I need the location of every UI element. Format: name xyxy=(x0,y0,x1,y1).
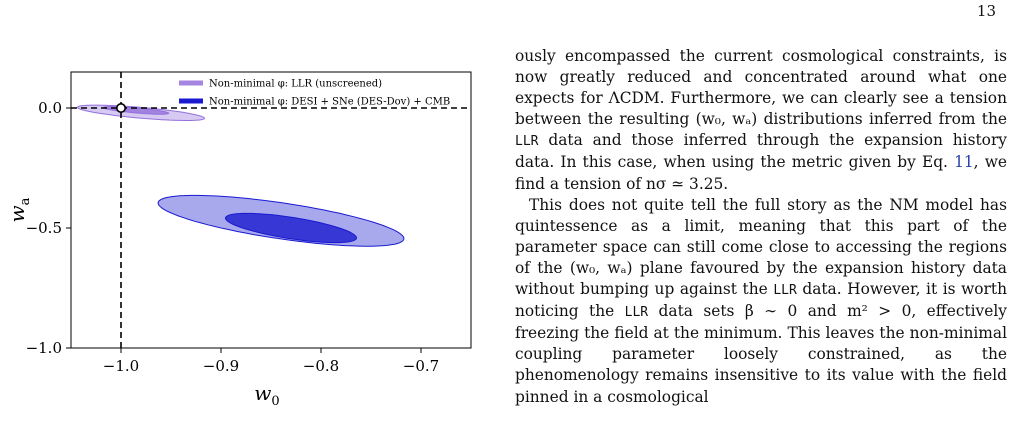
contour-plot: −1.0 −0.9 −0.8 −0.7 0.0 −0.5 −1.0 w0 wa Non-minim… xyxy=(5,71,472,409)
y-tick-label: 0.0 xyxy=(38,99,62,117)
legend-label-1: Non-minimal φ: LLR (unscreened) xyxy=(209,79,382,90)
x-tick-label: −1.0 xyxy=(103,357,139,375)
x-axis-label: w0 xyxy=(254,381,279,409)
contour-series-2-1sigma xyxy=(225,212,357,244)
paragraph-2: This does not quite tell the full story … xyxy=(515,195,1007,406)
paragraph-1: ously encompassed the current cosmologic… xyxy=(515,47,1007,193)
page-number: 13 xyxy=(976,2,996,20)
y-tick-label: −0.5 xyxy=(26,219,62,237)
x-tick-label: −0.8 xyxy=(303,357,339,375)
plot-frame xyxy=(70,71,472,349)
contour-figure: −1.0 −0.9 −0.8 −0.7 0.0 −0.5 −1.0 w0 wa Non-minim… xyxy=(0,40,480,428)
x-tick-label: −0.7 xyxy=(403,357,439,375)
y-tick-label: −1.0 xyxy=(26,339,62,357)
legend-label-2: Non-minimal φ: DESI + SNe (DES-Dov) + CM… xyxy=(209,97,450,108)
x-tick-label: −0.9 xyxy=(203,357,239,375)
y-axis-label: wa xyxy=(5,197,33,222)
body-text: ously encompassed the current cosmologic… xyxy=(515,46,1007,408)
lcdm-point xyxy=(116,102,127,113)
